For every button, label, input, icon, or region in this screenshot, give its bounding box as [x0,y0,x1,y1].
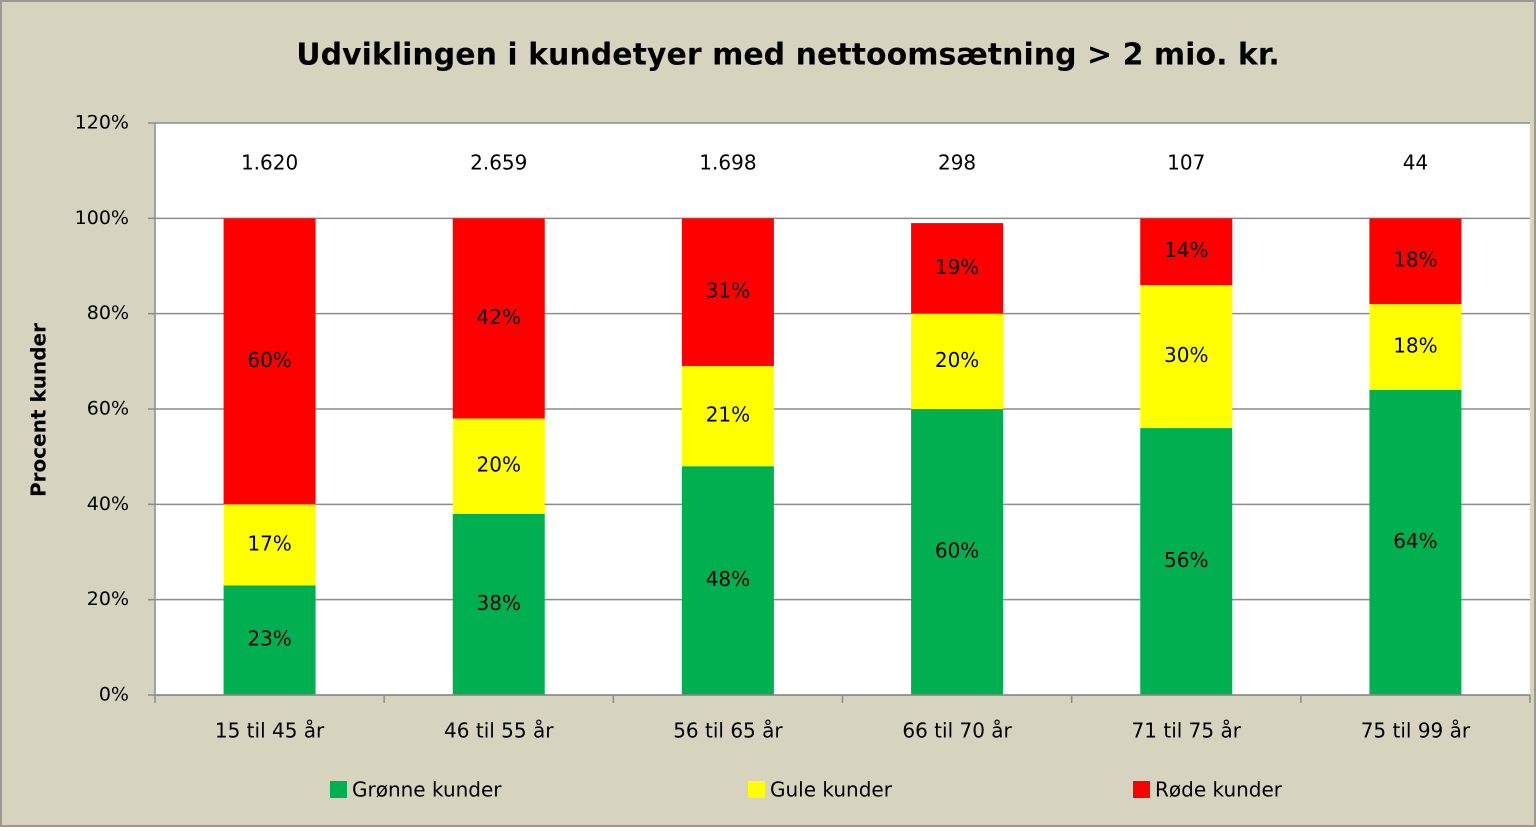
bar-segment [911,313,1004,409]
legend-swatch [330,781,347,798]
bar-segment [681,366,774,467]
bar-segment [911,223,1004,314]
x-tick-label: 46 til 55 år [444,719,554,743]
data-label: 19% [935,255,979,279]
y-tick-label: 0% [99,684,129,706]
bar-annotation: 1.620 [241,151,298,175]
x-tick-label: 66 til 70 år [902,719,1012,743]
data-label: 20% [935,348,979,372]
data-label: 38% [477,591,521,615]
bar-segment [223,218,316,505]
data-label: 17% [247,531,291,555]
y-tick-label: 20% [87,588,129,610]
data-label: 48% [706,567,750,591]
y-tick-label: 120% [75,112,129,134]
bar-segment [1140,218,1233,286]
y-tick-label: 40% [87,493,129,515]
bar-segment [452,418,545,514]
bar-segment [223,585,316,695]
bar-annotation: 2.659 [470,151,527,175]
data-label: 18% [1393,334,1437,358]
data-label: 30% [1164,343,1208,367]
bar-segment [452,513,545,695]
x-tick-label: 71 til 75 år [1132,719,1242,743]
bar-segment [1369,218,1462,305]
y-axis-label: Procent kunder [27,323,51,497]
legend-label: Gule kunder [770,778,893,802]
bar-segment [452,218,545,419]
bar-segment [1140,285,1233,429]
y-tick-label: 100% [75,207,129,229]
chart-title: Udviklingen i kundetyer med nettoomsætni… [296,38,1280,73]
y-tick-label: 60% [87,398,129,420]
legend-swatch [748,781,765,798]
x-tick-label: 56 til 65 år [673,719,783,743]
bar-segment [681,466,774,695]
bar-segment [1140,428,1233,695]
data-label: 60% [935,539,979,563]
data-label: 21% [706,403,750,427]
bar-segment [1369,389,1462,695]
data-label: 60% [247,348,291,372]
bar-segment [911,409,1004,695]
data-label: 31% [706,279,750,303]
data-label: 20% [477,453,521,477]
data-label: 42% [477,305,521,329]
data-label: 18% [1393,248,1437,272]
data-label: 56% [1164,548,1208,572]
bar-annotation: 107 [1167,151,1205,175]
data-label: 14% [1164,238,1208,262]
bar-segment [1369,304,1462,390]
x-tick-label: 75 til 99 år [1361,719,1471,743]
bar-annotation: 298 [938,151,976,175]
data-label: 64% [1393,529,1437,553]
legend-swatch [1133,781,1150,798]
x-tick-label: 15 til 45 år [215,719,325,743]
bar-annotation: 44 [1403,151,1428,175]
bar-segment [681,218,774,367]
bar-annotation: 1.698 [699,151,756,175]
legend-label: Grønne kunder [352,778,502,802]
legend-label: Røde kunder [1155,778,1283,802]
data-label: 23% [247,627,291,651]
bar-segment [223,504,316,586]
y-tick-label: 80% [87,302,129,324]
